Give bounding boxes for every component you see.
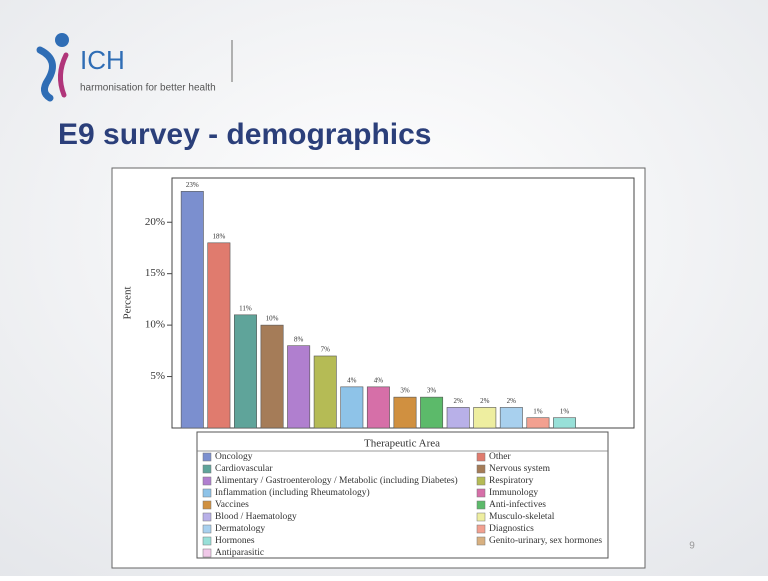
bar bbox=[473, 407, 497, 429]
legend-swatch bbox=[476, 500, 486, 510]
bar bbox=[234, 314, 257, 429]
legend-box bbox=[196, 431, 609, 559]
y-tick-label: 10% bbox=[145, 319, 165, 331]
bar bbox=[180, 191, 204, 429]
legend-label: Blood / Haematology bbox=[215, 512, 297, 522]
legend-swatch bbox=[202, 536, 212, 546]
bar bbox=[207, 242, 231, 429]
logo-tagline: harmonisation for better health bbox=[80, 83, 216, 94]
legend-label: Alimentary / Gastroenterology / Metaboli… bbox=[215, 475, 458, 486]
bar bbox=[526, 417, 550, 429]
legend-label: Genito-urinary, sex hormones bbox=[489, 536, 602, 546]
logo: ICH harmonisation for better health bbox=[36, 33, 233, 102]
legend-label: Diagnostics bbox=[489, 524, 534, 534]
legend-swatch bbox=[202, 476, 212, 486]
legend-label: Respiratory bbox=[489, 476, 534, 486]
bar bbox=[446, 407, 470, 429]
legend-swatch bbox=[476, 464, 486, 474]
data-label: 4% bbox=[347, 376, 357, 384]
legend-label: Oncology bbox=[215, 452, 253, 462]
data-label: 2% bbox=[480, 397, 490, 405]
legend-swatch bbox=[476, 452, 486, 462]
legend-swatch bbox=[202, 524, 212, 534]
legend-swatch bbox=[202, 488, 212, 498]
y-tick-label: 20% bbox=[145, 216, 165, 228]
data-label: 18% bbox=[212, 232, 225, 240]
bar bbox=[287, 345, 311, 429]
bar bbox=[340, 386, 364, 429]
legend-label: Nervous system bbox=[489, 464, 551, 474]
legend-label: Musculo-skeletal bbox=[489, 512, 555, 522]
logo-figure bbox=[36, 46, 56, 102]
data-label: 2% bbox=[507, 397, 517, 405]
y-tick-label: 15% bbox=[145, 267, 165, 279]
legend-swatch bbox=[476, 488, 486, 498]
data-label: 3% bbox=[400, 387, 410, 395]
data-label: 10% bbox=[266, 315, 279, 323]
legend-label: Hormones bbox=[215, 536, 255, 546]
logo-figure-2 bbox=[58, 52, 69, 98]
legend-label: Inflammation (including Rheumatology) bbox=[215, 487, 370, 498]
legend-label: Dermatology bbox=[215, 524, 265, 534]
legend-swatch bbox=[202, 464, 212, 474]
bar bbox=[393, 396, 417, 429]
legend-label: Immunology bbox=[489, 488, 538, 498]
slide-title: E9 survey - demographics bbox=[58, 118, 431, 151]
legend-title: Therapeutic Area bbox=[364, 438, 440, 450]
data-label: 4% bbox=[374, 376, 384, 384]
legend-swatch bbox=[202, 548, 212, 558]
data-label: 3% bbox=[427, 387, 437, 395]
legend-swatch bbox=[476, 524, 486, 534]
legend-swatch bbox=[476, 512, 486, 522]
bar bbox=[553, 417, 576, 429]
bar bbox=[313, 355, 337, 429]
legend-label: Cardiovascular bbox=[215, 464, 273, 474]
legend-swatch bbox=[202, 512, 212, 522]
logo-head bbox=[55, 33, 69, 47]
y-tick-label: 5% bbox=[150, 370, 165, 382]
bar bbox=[366, 386, 390, 429]
legend-swatch bbox=[202, 452, 212, 462]
data-label: 11% bbox=[239, 304, 252, 312]
data-label: 2% bbox=[454, 397, 464, 405]
data-label: 23% bbox=[186, 181, 199, 189]
y-axis-label: Percent bbox=[122, 287, 134, 320]
legend-label: Anti-infectives bbox=[489, 499, 546, 510]
bar bbox=[420, 396, 444, 429]
legend-swatch bbox=[476, 536, 486, 546]
data-label: 1% bbox=[533, 407, 543, 415]
legend-label: Vaccines bbox=[215, 500, 249, 510]
legend-label: Antiparasitic bbox=[215, 548, 264, 558]
bar bbox=[499, 407, 523, 429]
legend-label: Other bbox=[489, 452, 511, 462]
chart: Percent Therapeutic Area 5% 10% 15% 20% 23% O… bbox=[111, 167, 646, 569]
data-label: 7% bbox=[321, 346, 331, 354]
logo-name: ICH bbox=[80, 45, 125, 75]
legend-swatch bbox=[202, 500, 212, 510]
legend-swatch bbox=[476, 476, 486, 486]
data-label: 1% bbox=[560, 407, 570, 415]
data-label: 8% bbox=[294, 335, 304, 343]
page-number: 9 bbox=[689, 541, 695, 552]
bar bbox=[260, 324, 284, 429]
